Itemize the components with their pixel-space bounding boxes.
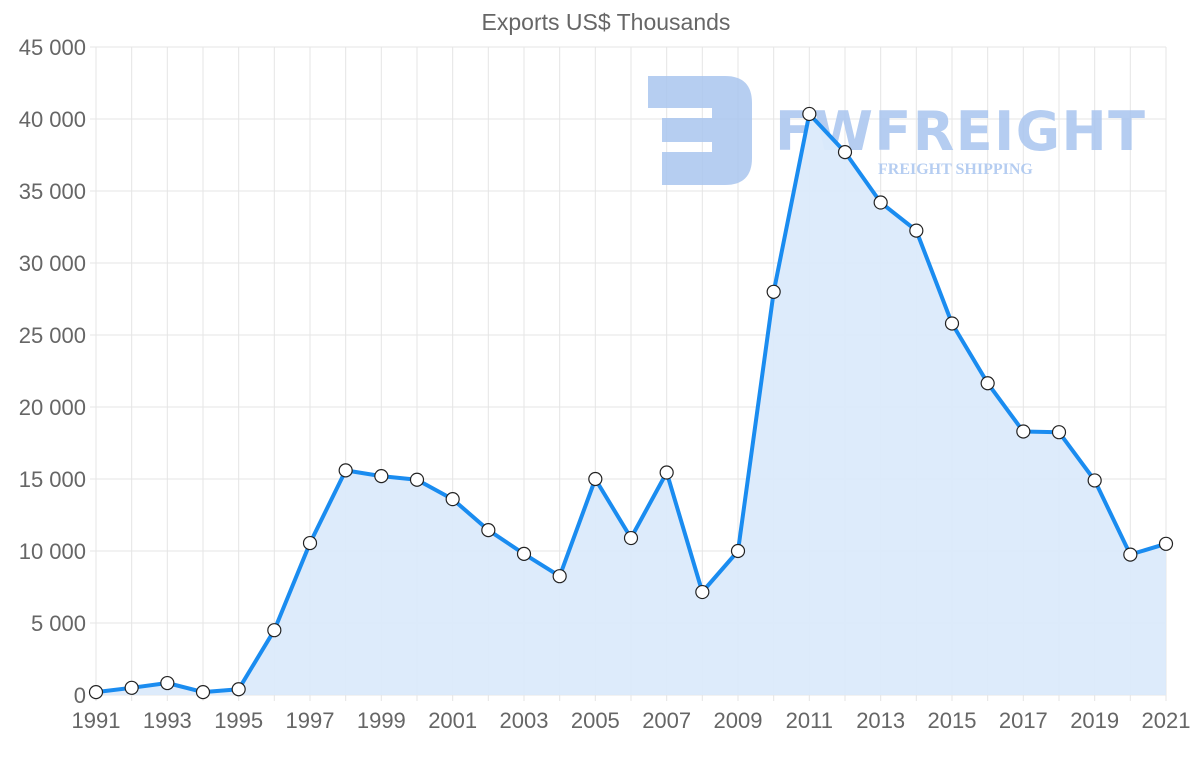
x-tick-label: 2011 xyxy=(786,708,833,733)
data-point[interactable] xyxy=(980,376,995,391)
data-point[interactable] xyxy=(1087,473,1102,488)
data-point[interactable] xyxy=(88,685,104,700)
data-point[interactable] xyxy=(944,316,960,331)
data-point[interactable] xyxy=(338,463,353,478)
y-tick-label: 35 000 xyxy=(19,179,86,204)
y-tick-label: 30 000 xyxy=(19,251,86,276)
data-point[interactable] xyxy=(659,465,674,480)
x-tick-label: 2013 xyxy=(856,708,905,733)
y-tick-label: 45 000 xyxy=(19,35,86,60)
data-point[interactable] xyxy=(1158,536,1174,551)
x-tick-label: 2015 xyxy=(928,708,977,733)
series-area xyxy=(96,114,1166,695)
y-tick-label: 0 xyxy=(74,683,86,708)
x-tick-label: 2005 xyxy=(571,708,620,733)
data-point[interactable] xyxy=(409,472,425,487)
x-tick-label: 2019 xyxy=(1070,708,1119,733)
x-tick-label: 2001 xyxy=(428,708,477,733)
chart-title: Exports US$ Thousands xyxy=(482,9,731,35)
y-tick-label: 20 000 xyxy=(19,395,86,420)
data-point[interactable] xyxy=(124,680,139,695)
data-point[interactable] xyxy=(695,584,710,600)
data-point[interactable] xyxy=(231,682,246,697)
x-tick-label: 1999 xyxy=(357,708,406,733)
data-point[interactable] xyxy=(837,145,853,160)
x-tick-label: 2009 xyxy=(714,708,763,733)
data-point[interactable] xyxy=(267,623,282,638)
x-axis: 1991 1993 1995 1997 1999 2001 2003 2005 2007 2009… xyxy=(72,708,1191,733)
x-tick-label: 2021 xyxy=(1142,708,1191,733)
data-point[interactable] xyxy=(481,523,496,538)
x-tick-label: 1997 xyxy=(286,708,335,733)
x-tick-label: 1993 xyxy=(143,708,192,733)
y-tick-label: 10 000 xyxy=(19,539,86,564)
data-point[interactable] xyxy=(802,106,817,122)
data-point[interactable] xyxy=(766,284,781,299)
data-point[interactable] xyxy=(1051,425,1067,440)
data-point[interactable] xyxy=(195,685,211,700)
x-tick-label: 2017 xyxy=(999,708,1048,733)
x-tick-label: 2003 xyxy=(500,708,549,733)
watermark-logo: FWFREIGHT FREIGHT SHIPPING xyxy=(648,76,1145,185)
x-tick-label: 1995 xyxy=(214,708,263,733)
data-point[interactable] xyxy=(588,471,603,487)
data-point[interactable] xyxy=(302,535,318,551)
data-point[interactable] xyxy=(873,195,888,210)
data-point[interactable] xyxy=(1016,424,1031,439)
data-point[interactable] xyxy=(552,569,567,584)
x-tick-label: 1991 xyxy=(72,708,121,733)
y-tick-label: 5 000 xyxy=(31,611,86,636)
y-axis: 0 5 000 10 000 15 000 20 000 25 000 30 000 35 0… xyxy=(19,35,86,708)
data-point[interactable] xyxy=(1123,547,1138,562)
data-point[interactable] xyxy=(445,492,460,507)
data-point[interactable] xyxy=(516,546,532,561)
watermark-tagline: FREIGHT SHIPPING xyxy=(878,161,1033,178)
data-point[interactable] xyxy=(374,469,389,484)
y-tick-label: 25 000 xyxy=(19,323,86,348)
x-tick-label: 2007 xyxy=(642,708,691,733)
data-point[interactable] xyxy=(623,530,639,546)
y-tick-label: 15 000 xyxy=(19,467,86,492)
y-tick-label: 40 000 xyxy=(19,107,86,132)
data-point[interactable] xyxy=(730,543,746,559)
series-exports xyxy=(88,106,1174,700)
data-point[interactable] xyxy=(160,675,175,691)
data-point[interactable] xyxy=(909,223,924,238)
watermark-logo-icon xyxy=(648,76,752,185)
